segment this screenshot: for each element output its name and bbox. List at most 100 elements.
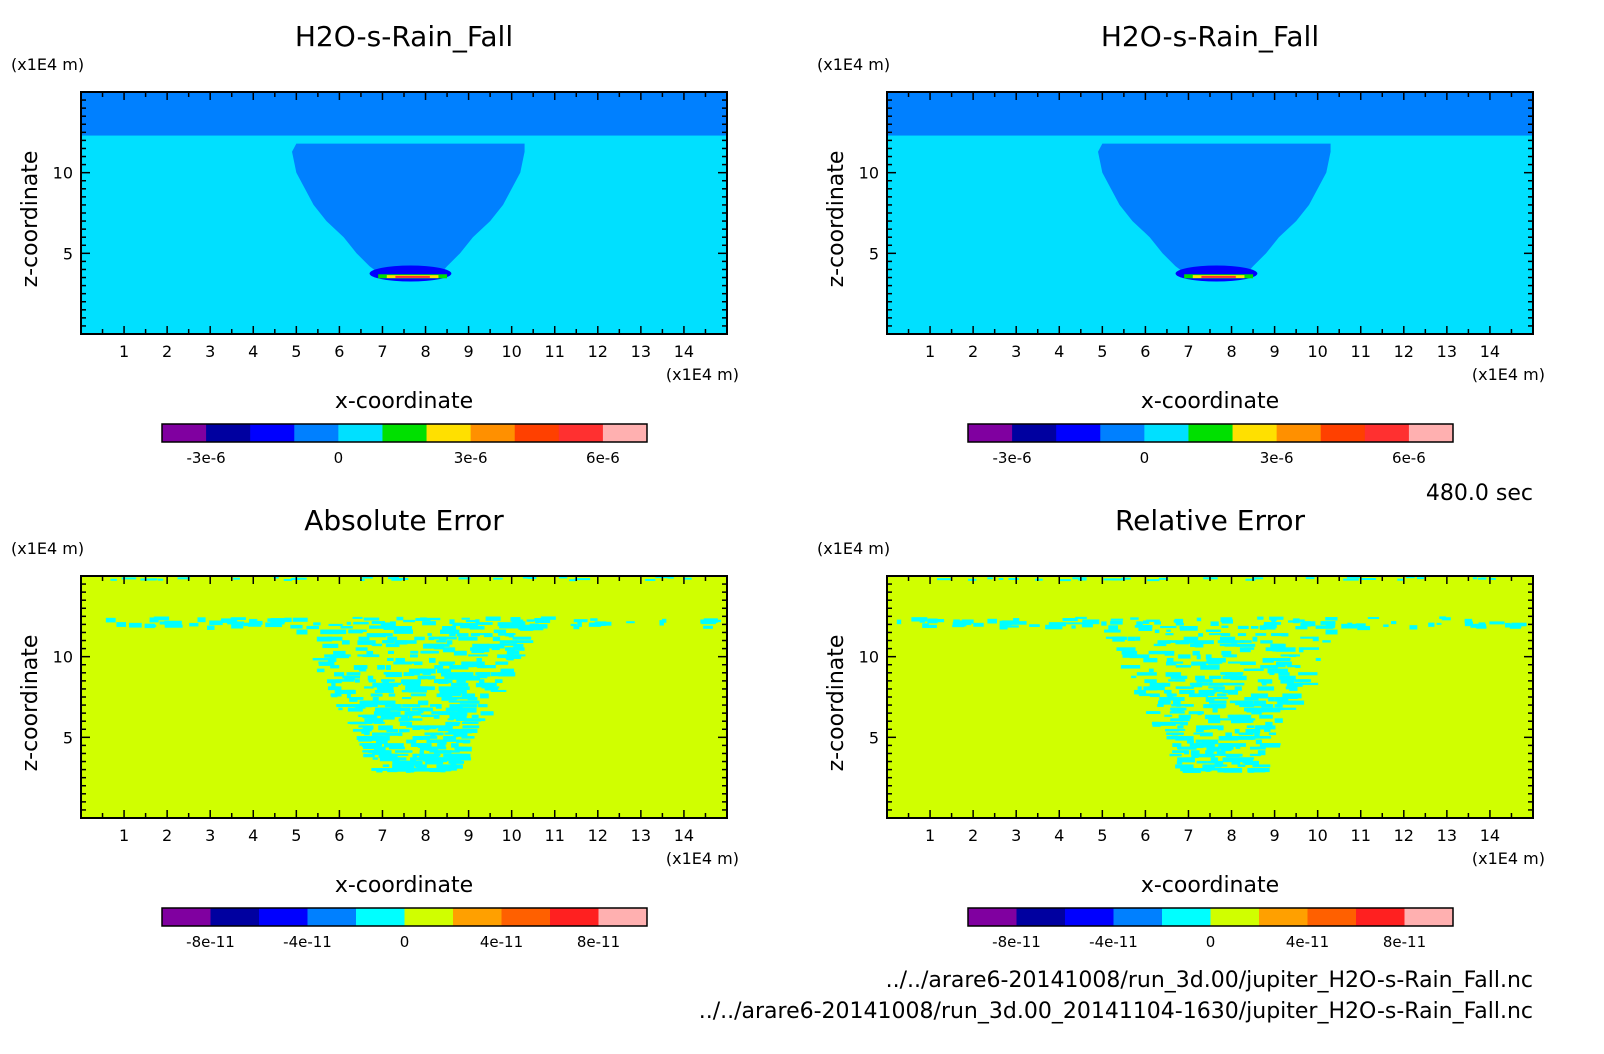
x-tick-label: 2 — [968, 826, 978, 845]
error-speckle — [1143, 620, 1150, 624]
error-speckle — [1220, 633, 1231, 637]
error-speckle — [334, 689, 347, 695]
error-speckle — [1035, 578, 1043, 581]
error-speckle — [380, 750, 392, 755]
error-speckle — [409, 654, 418, 658]
error-speckle — [363, 617, 380, 621]
error-speckle — [451, 743, 459, 748]
x-tick-label: 5 — [291, 342, 301, 361]
error-speckle — [1210, 697, 1215, 701]
error-speckle — [936, 578, 951, 581]
error-speckle — [577, 621, 582, 627]
error-speckle — [1164, 714, 1173, 717]
colorbar-frame — [161, 423, 648, 443]
error-speckle — [1196, 617, 1202, 622]
error-speckle — [456, 704, 463, 709]
error-speckle — [1071, 625, 1076, 629]
error-speckle — [1257, 686, 1275, 691]
error-speckle — [1166, 689, 1171, 693]
error-speckle — [502, 672, 515, 675]
error-speckle — [1439, 616, 1447, 620]
error-speckle — [1130, 617, 1139, 620]
error-speckle — [505, 654, 522, 659]
error-speckle — [1269, 672, 1275, 676]
error-speckle — [1261, 704, 1274, 708]
error-speckle — [383, 640, 394, 644]
chart-panel-3: Absolute Error(x1E4 m)1 2 3 4 5 6 7 8 9 10 11 12 13 1… — [11, 504, 739, 951]
error-speckle — [231, 623, 244, 629]
error-speckle — [1293, 618, 1300, 624]
colorbar-swatch — [162, 424, 207, 442]
error-speckle — [1207, 760, 1216, 764]
error-speckle — [362, 750, 368, 753]
error-speckle — [1208, 682, 1224, 686]
x-tick-label: 11 — [545, 342, 565, 361]
error-speckle — [1196, 760, 1208, 764]
error-speckle — [1200, 665, 1220, 670]
colorbar-tick-label: -3e-6 — [993, 449, 1032, 467]
error-speckle — [341, 640, 350, 645]
error-speckle — [419, 668, 436, 674]
error-speckle — [410, 693, 427, 697]
error-speckle — [442, 626, 457, 631]
x-tick-label: 14 — [1480, 826, 1500, 845]
error-speckle — [453, 650, 467, 656]
x-tick-label: 11 — [545, 826, 565, 845]
error-speckle — [381, 711, 401, 716]
error-speckle — [366, 736, 380, 741]
error-speckle — [459, 728, 473, 734]
colorbar-swatch — [1404, 908, 1454, 926]
error-speckle — [1203, 704, 1221, 709]
error-speckle — [1208, 718, 1221, 724]
error-speckle — [452, 757, 472, 761]
colorbar-swatch — [1144, 424, 1189, 442]
error-speckle — [380, 622, 395, 627]
error-speckle — [1254, 668, 1264, 671]
error-speckle — [1157, 704, 1164, 707]
error-speckle — [1196, 743, 1215, 748]
error-speckle — [1244, 707, 1257, 712]
error-speckle — [1136, 672, 1157, 676]
colorbar-tick-label: 6e-6 — [1392, 449, 1426, 467]
error-speckle — [1059, 579, 1071, 582]
error-speckle — [404, 711, 415, 716]
error-speckle — [1078, 578, 1087, 581]
error-speckle — [1262, 707, 1281, 713]
x-tick-label: 8 — [1226, 826, 1236, 845]
error-speckle — [426, 617, 441, 621]
colorbar-swatch — [206, 424, 251, 442]
x-tick-label: 12 — [1394, 826, 1414, 845]
error-speckle — [1275, 665, 1286, 668]
colorbar-swatch — [382, 424, 428, 442]
error-speckle — [436, 764, 443, 769]
error-speckle — [570, 623, 577, 627]
error-speckle — [1259, 743, 1277, 747]
error-speckle — [1149, 682, 1166, 687]
error-speckle — [936, 619, 945, 623]
x-tick-label: 13 — [631, 342, 651, 361]
error-speckle — [379, 757, 400, 762]
error-speckle — [333, 650, 346, 656]
colorbar-swatch — [501, 908, 551, 926]
error-speckle — [128, 622, 142, 628]
error-speckle — [973, 622, 984, 627]
error-speckle — [1204, 714, 1221, 720]
error-speckle — [437, 668, 448, 674]
error-speckle — [1179, 626, 1186, 630]
error-speckle — [1237, 625, 1249, 630]
error-speckle — [1148, 668, 1154, 672]
error-speckle — [366, 633, 386, 638]
error-speckle — [513, 650, 520, 655]
error-speckle — [387, 657, 394, 662]
error-speckle — [499, 626, 520, 629]
error-speckle — [386, 728, 399, 733]
error-speckle — [1137, 686, 1142, 690]
error-speckle — [465, 619, 478, 623]
error-speckle — [1159, 697, 1178, 701]
error-speckle — [438, 686, 454, 691]
error-speckle — [338, 707, 343, 711]
error-speckle — [1209, 753, 1230, 756]
error-speckle — [448, 700, 467, 703]
error-speckle — [334, 672, 345, 677]
error-speckle — [1230, 675, 1247, 681]
